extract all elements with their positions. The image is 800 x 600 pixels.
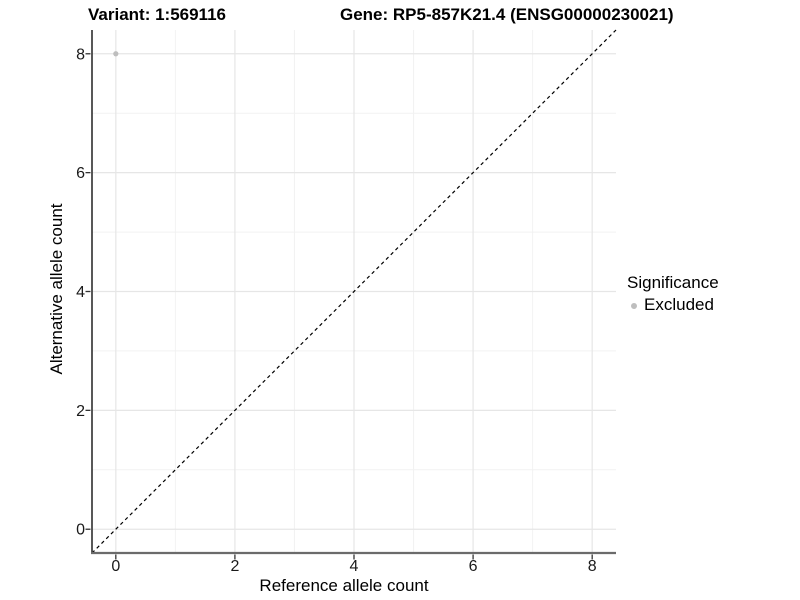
- x-axis-title: Reference allele count: [259, 576, 429, 595]
- x-tick-label: 0: [111, 558, 120, 575]
- y-axis-title: Alternative allele count: [47, 203, 66, 375]
- y-tick-label: 8: [76, 46, 85, 63]
- gene-title: Gene: RP5-857K21.4 (ENSG00000230021): [340, 5, 674, 24]
- y-tick-label: 4: [76, 284, 85, 301]
- legend-title: Significance: [627, 273, 719, 292]
- x-tick-label: 6: [469, 558, 478, 575]
- y-tick-label: 2: [76, 403, 85, 420]
- legend-item-label: Excluded: [644, 295, 714, 314]
- variant-title: Variant: 1:569116: [88, 5, 226, 24]
- excluded-marker-icon: [631, 302, 637, 309]
- legend: Significance Excluded: [627, 272, 719, 315]
- x-tick-label: 4: [350, 558, 359, 575]
- y-tick-label: 0: [76, 522, 85, 539]
- legend-item-excluded: Excluded: [627, 295, 719, 315]
- x-tick-label: 2: [230, 558, 239, 575]
- identity-line: [91, 29, 617, 554]
- y-tick-label: 6: [76, 165, 85, 182]
- data-point-excluded: [113, 51, 119, 57]
- x-tick-label: 8: [588, 558, 597, 575]
